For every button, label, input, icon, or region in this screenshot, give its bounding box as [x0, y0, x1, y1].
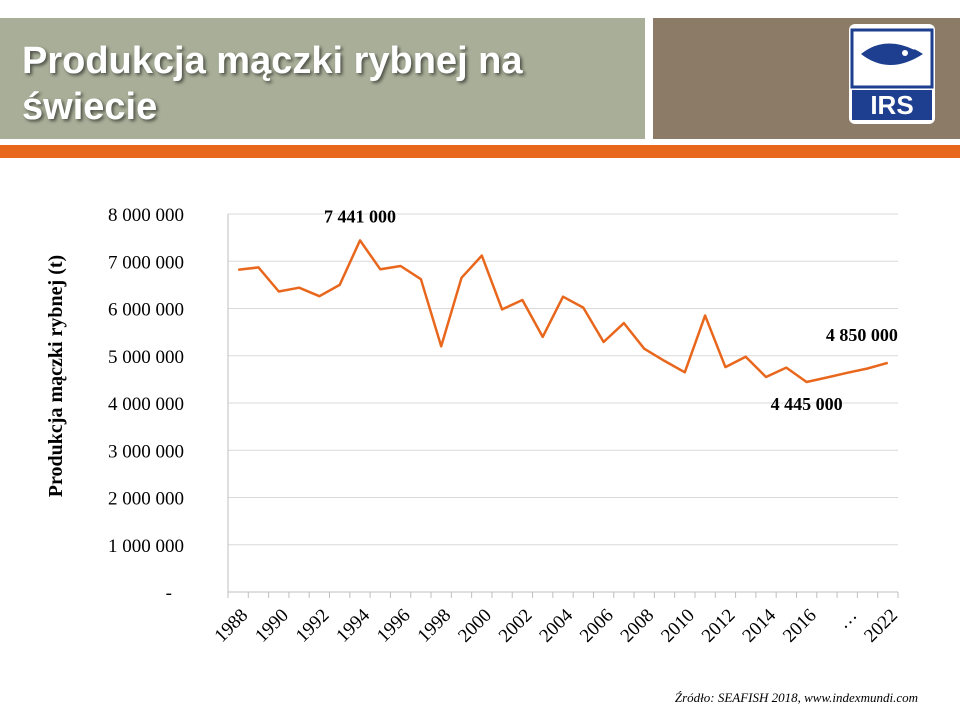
axes	[227, 214, 899, 598]
x-tick-labels: 1988199019921994199619982000200220042006…	[211, 605, 902, 647]
y-axis-label: Produkcja mączki rybnej (t)	[45, 255, 67, 497]
data-annotations: 7 441 000 4 445 000 4 850 000	[324, 206, 898, 414]
y-tick-label: 8 000 000	[108, 205, 184, 226]
production-line-chart: - 1 000 000 2 000 000 3 000 000 4 000 000 5 0…	[45, 205, 902, 647]
x-tick-label: 1994	[332, 605, 374, 647]
x-tick-label: 1998	[414, 605, 456, 647]
x-tick-label: 1996	[373, 605, 415, 647]
y-tick-labels: - 1 000 000 2 000 000 3 000 000 4 000 000 5 0…	[108, 205, 184, 604]
x-tick-label: 1992	[292, 605, 334, 647]
y-tick-label: 6 000 000	[108, 300, 184, 321]
title-band	[0, 18, 645, 139]
x-tick-label: 2010	[657, 605, 699, 647]
x-tick-label: 1988	[211, 605, 253, 647]
series-line	[238, 239, 889, 384]
x-tick-label: 2006	[576, 605, 618, 647]
source-note: Źródło: SEAFISH 2018, www.indexmundi.com	[674, 690, 918, 705]
slide-title: Produkcja mączki rybnej na świecie	[22, 40, 523, 128]
logo-text: IRS	[870, 90, 913, 120]
y-tick-label: 3 000 000	[108, 441, 184, 462]
x-tick-label: …	[833, 605, 861, 633]
data-label: 4 445 000	[771, 394, 843, 414]
y-tick-label: -	[166, 583, 172, 604]
x-tick-label: 2000	[454, 605, 496, 647]
x-tick-label: 2012	[698, 605, 740, 647]
y-tick-label: 7 000 000	[108, 252, 184, 273]
y-tick-label: 1 000 000	[108, 536, 184, 557]
y-tick-label: 2 000 000	[108, 489, 184, 510]
data-label: 4 850 000	[826, 325, 898, 345]
y-tick-label: 5 000 000	[108, 347, 184, 368]
accent-bar	[0, 145, 960, 158]
x-tick-label: 2002	[495, 605, 537, 647]
grid-lines	[228, 213, 898, 546]
data-label: 7 441 000	[324, 206, 396, 226]
irs-logo: IRS	[849, 24, 935, 124]
fish-logo-icon: IRS	[850, 28, 934, 120]
y-tick-label: 4 000 000	[108, 394, 184, 415]
x-tick-label: 2014	[738, 605, 780, 647]
x-tick-label: 2022	[860, 605, 902, 647]
x-tick-label: 2016	[779, 605, 821, 647]
x-tick-label: 2008	[617, 605, 659, 647]
x-tick-label: 1990	[251, 605, 293, 647]
x-tick-label: 2004	[535, 605, 577, 647]
